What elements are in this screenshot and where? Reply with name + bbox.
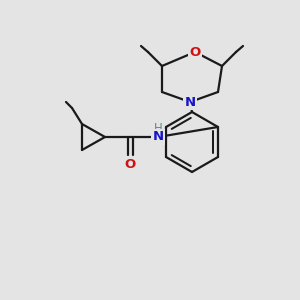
Text: O: O: [124, 158, 136, 172]
Text: H: H: [154, 122, 162, 134]
Text: N: N: [152, 130, 164, 143]
Text: N: N: [184, 95, 196, 109]
Text: O: O: [189, 46, 201, 59]
